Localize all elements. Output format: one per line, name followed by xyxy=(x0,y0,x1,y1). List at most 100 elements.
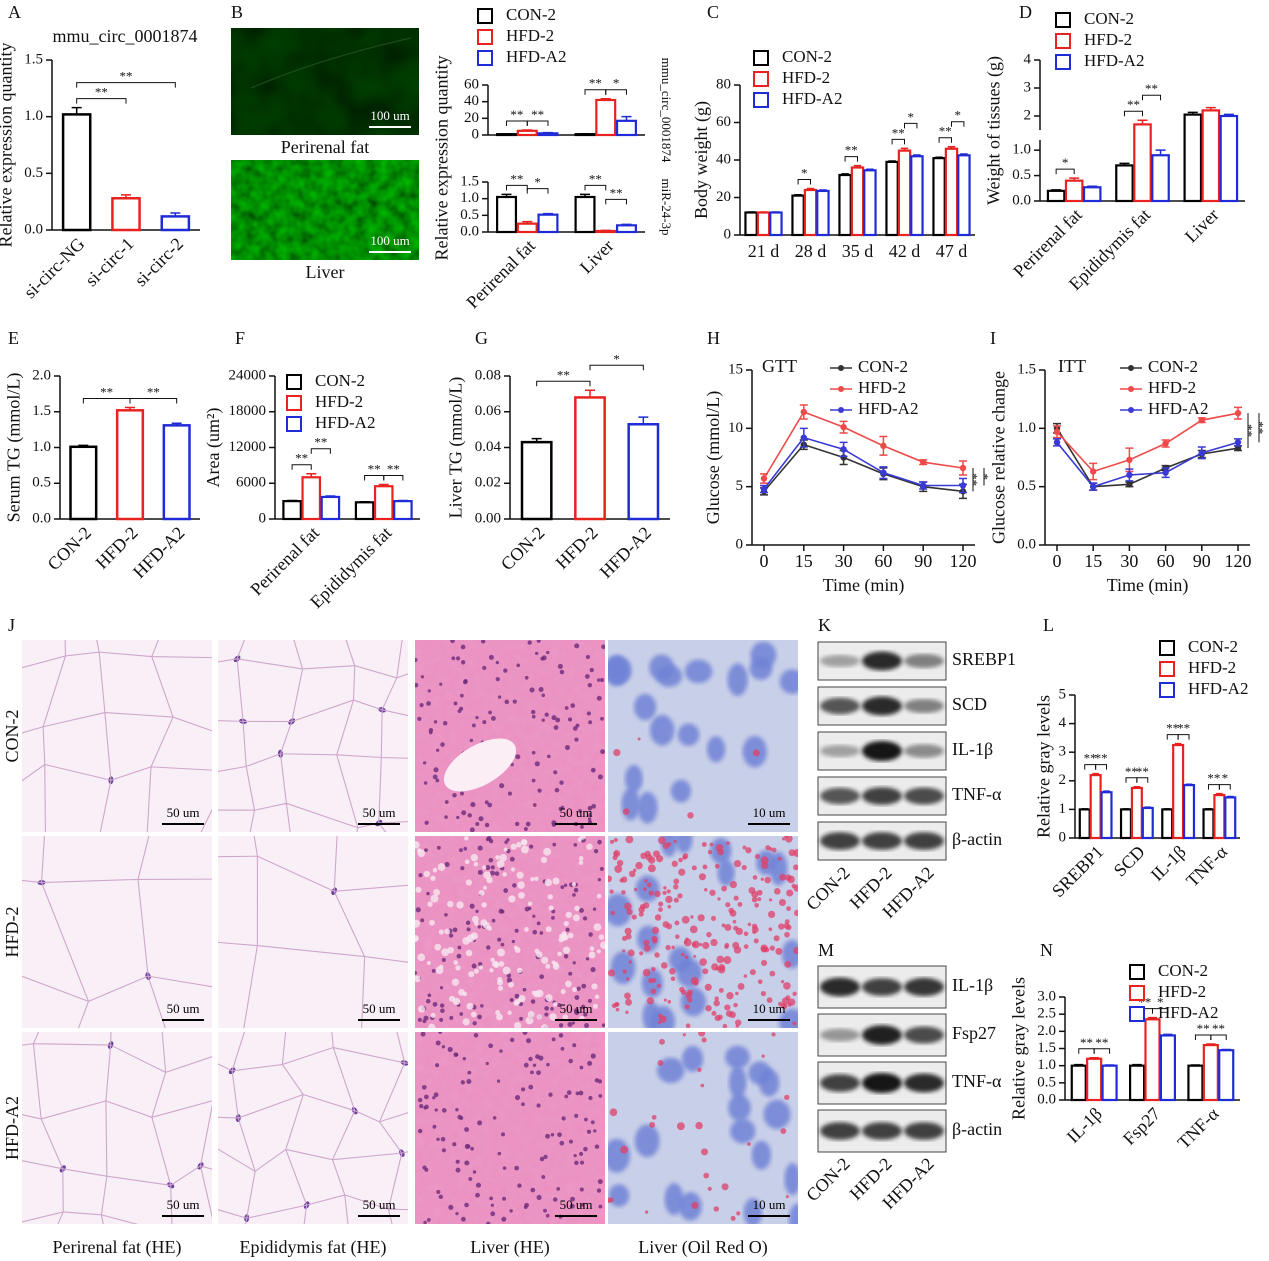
hepatocyte-nucleus xyxy=(583,1012,588,1017)
hepatocyte-nucleus xyxy=(419,1103,424,1109)
x-tick-label: Perirenal fat xyxy=(462,236,539,313)
lipid-droplet xyxy=(721,1183,729,1191)
hepatocyte-nucleus xyxy=(420,675,425,679)
lipid-droplet xyxy=(725,841,730,846)
lipid-droplet xyxy=(724,923,732,931)
hepatocyte-nucleus xyxy=(551,822,557,827)
hepatocyte-nucleus xyxy=(597,1179,603,1185)
hepatocyte-nucleus xyxy=(530,1070,534,1075)
lipid-droplet xyxy=(644,878,648,883)
hepatocyte-nucleus xyxy=(564,706,569,710)
hepatocyte-nucleus xyxy=(426,701,431,706)
vacuole xyxy=(471,915,479,923)
vacuole xyxy=(545,926,552,933)
image-caption: Liver xyxy=(306,262,345,282)
y-tick-label: 0.0 xyxy=(1012,192,1031,208)
significance-bracket xyxy=(589,364,644,371)
hepatocyte-nucleus xyxy=(469,827,475,832)
nucleus xyxy=(608,893,632,927)
vacuole xyxy=(516,841,522,848)
error-bar xyxy=(819,189,827,191)
hepatocyte-nucleus xyxy=(561,1116,566,1121)
lipid-droplet xyxy=(729,1011,736,1019)
hepatocyte-nucleus xyxy=(543,1208,547,1213)
nucleus xyxy=(788,1203,798,1224)
lipid-droplet xyxy=(709,889,716,896)
panel-letter: E xyxy=(8,328,19,348)
y-tick-label: 0.5 xyxy=(32,475,51,491)
y-axis-label: Liver TG (mmol/L) xyxy=(446,377,467,519)
y-tick-label: 0.5 xyxy=(1017,478,1036,494)
hepatocyte-nucleus xyxy=(440,1008,445,1014)
vacuole xyxy=(430,894,439,903)
panel-letter: J xyxy=(8,615,15,635)
fluorescence xyxy=(231,28,419,135)
lipid-droplet xyxy=(639,951,644,956)
line xyxy=(1056,427,1239,488)
x-tick-label: 30 xyxy=(1120,551,1138,571)
lipid-droplet xyxy=(628,870,636,878)
lipid-droplet xyxy=(741,864,747,871)
vacuole xyxy=(517,881,525,889)
hepatocyte-nucleus xyxy=(502,1196,507,1201)
nucleus xyxy=(1,1221,10,1230)
cell-walls xyxy=(218,640,408,832)
hepatocyte-nucleus xyxy=(596,678,601,682)
hepatocyte-nucleus xyxy=(515,754,521,760)
vacuole xyxy=(433,888,440,896)
vacuole xyxy=(594,994,600,1000)
y-tick-label: 1.0 xyxy=(460,190,479,206)
hepatocyte-nucleus xyxy=(502,1166,507,1170)
vacuole xyxy=(435,966,444,975)
bar xyxy=(1082,186,1102,203)
hepatocyte-nucleus xyxy=(462,1056,467,1061)
lipid-droplet xyxy=(626,908,633,916)
lipid-droplet xyxy=(625,933,632,940)
lipid-droplet xyxy=(684,1004,690,1010)
marker xyxy=(1053,439,1061,446)
hepatocyte-nucleus xyxy=(507,791,512,796)
significance-bracket xyxy=(1152,1008,1169,1014)
y-tick-label: 10 xyxy=(728,420,743,436)
nucleus xyxy=(4,787,13,793)
hepatocyte-nucleus xyxy=(424,820,429,825)
hepatocyte-nucleus xyxy=(586,711,591,716)
significance-label: ** xyxy=(1136,764,1149,779)
x-tick-label: 120 xyxy=(950,551,977,571)
hepatocyte-nucleus xyxy=(487,802,493,808)
error-bar xyxy=(806,187,815,190)
bar xyxy=(373,485,394,521)
vacuole xyxy=(516,871,524,879)
lipid-droplet xyxy=(689,925,698,934)
hepatocyte-nucleus xyxy=(584,1117,588,1122)
vacuole xyxy=(489,968,494,973)
hepatocyte-nucleus xyxy=(415,970,417,975)
lipid-droplet xyxy=(721,923,726,928)
bar xyxy=(791,194,805,237)
vacuole xyxy=(508,895,516,903)
scale-label: 100 um xyxy=(370,108,409,123)
bar xyxy=(115,409,145,521)
nucleus xyxy=(657,1057,685,1084)
hepatocyte-nucleus xyxy=(532,914,536,918)
bar xyxy=(1089,773,1102,840)
vacuole xyxy=(567,932,574,939)
error-bar xyxy=(522,220,533,224)
y-tick-label: 4 xyxy=(1059,715,1067,731)
hepatocyte-nucleus xyxy=(552,1197,558,1202)
lipid-droplet xyxy=(677,893,683,899)
lipid-droplet xyxy=(713,999,720,1007)
lipid-droplet xyxy=(736,1211,741,1216)
error-bar xyxy=(1155,149,1166,156)
error-bar xyxy=(1174,742,1182,746)
lipid-droplet xyxy=(786,906,791,911)
x-tick-label: IL-1β xyxy=(1063,1104,1106,1147)
nucleus xyxy=(202,1253,211,1259)
side-label: miR-24-3p xyxy=(659,178,674,235)
error-bar xyxy=(1087,185,1098,188)
lipid-droplet xyxy=(652,938,658,944)
column-label: Perirenal fat (HE) xyxy=(53,1237,182,1258)
hepatocyte-nucleus xyxy=(570,703,576,708)
hepatocyte-nucleus xyxy=(550,1132,555,1137)
significance-label: ** xyxy=(100,384,113,399)
